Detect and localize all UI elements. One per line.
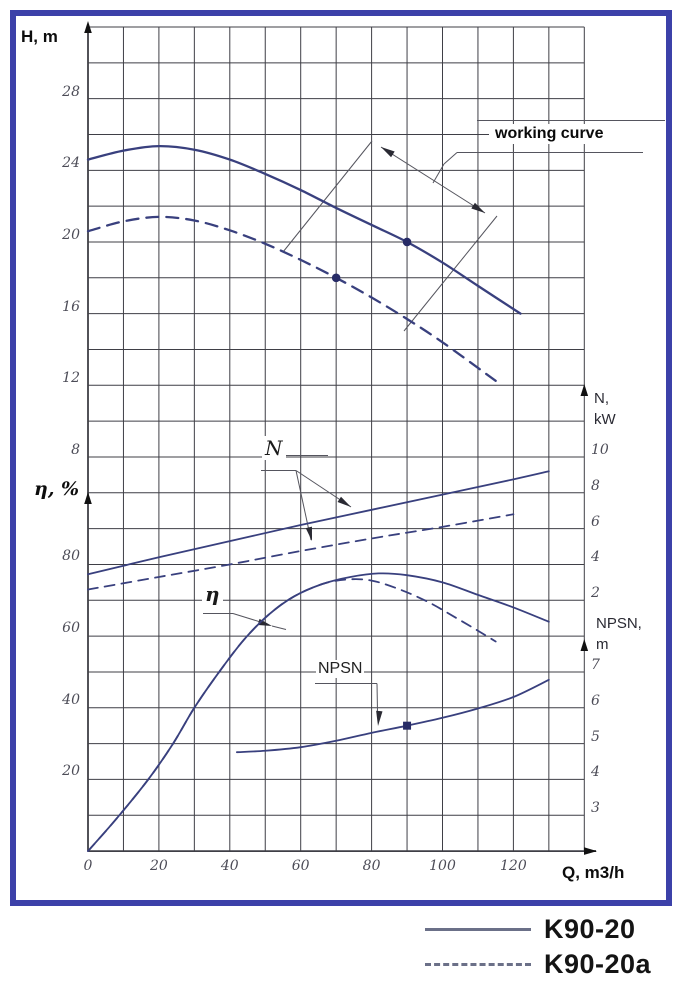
npsh-tick-4: 4 [591,764,600,781]
h-tick-16: 16 [62,298,80,315]
h-tick-24: 24 [62,155,80,172]
h-tick-12: 12 [62,370,80,387]
eta-axis-title: η, % [34,478,80,500]
h-axis-title: H, m [21,27,58,46]
npsh-tick-5: 5 [591,728,600,745]
working-curve-leader [432,163,445,184]
n-axis-title-line1: N, [594,390,609,407]
eta-tick-40: 40 [62,691,80,708]
working-curve-annotation: working curve [489,124,610,144]
n-tick-8: 8 [591,477,600,494]
curve-npsn-solid [235,678,550,754]
q-tick-120: 120 [500,858,527,874]
npsh-arrowhead [376,710,383,726]
n-axis-title: N, kW [594,388,616,430]
eta-tick-80: 80 [62,548,80,565]
n-tick-4: 4 [591,549,600,566]
legend-label: K90-20 [544,914,636,944]
q-tick-60: 60 [291,858,310,874]
working-range-marker-right [403,215,498,332]
n-tick-10: 10 [591,441,609,458]
duty-point-marker [331,273,341,283]
q-axis-arrow [584,847,597,855]
curve-eta-dashed [87,578,497,852]
duty-point-marker [403,721,412,730]
h-tick-28: 28 [62,83,80,100]
npsh-leader [376,683,378,713]
chart-frame [10,10,672,906]
legend: K90-20 K90-20a [425,912,651,982]
npsh-curve-annotation: NPSN [316,660,365,678]
working-range-arrowhead-left [381,147,395,158]
working-range-arrow-shaft [380,146,486,214]
eta-leader-tail [271,625,287,630]
npsh-tick-7: 7 [591,656,600,673]
n-tick-2: 2 [591,585,600,602]
q-tick-20: 20 [149,858,168,874]
legend-line-dashed [425,963,531,966]
n-arrowhead-solid [337,496,351,507]
n-arrowhead-dashed [305,526,312,541]
legend-item-k90-20a: K90-20a [425,947,651,982]
n-curve-annotation: N [262,436,286,460]
npsh-tick-6: 6 [591,692,600,709]
npsh-axis-title-line1: NPSN, [596,615,642,632]
n-axis-arrow [580,384,589,396]
working-curve-leader [443,152,458,165]
curve-h-dashed [86,215,497,382]
curve-h-solid [86,144,522,315]
curve-eta-solid [87,572,550,852]
eta-tick-60: 60 [62,620,80,637]
legend-line-solid [425,928,531,931]
h-axis-arrow [84,21,92,33]
q-axis-title: Q, m3/h [562,863,625,882]
npsh-axis-title: NPSN, m [596,613,642,655]
curve-n-dashed [87,513,515,591]
npsh-tick-3: 3 [591,800,600,817]
npsh-axis-title-line2: m [596,636,609,653]
n-tick-6: 6 [591,513,600,530]
q-tick-80: 80 [362,858,381,874]
legend-label: K90-20a [544,949,652,979]
q-tick-40: 40 [220,858,239,874]
npsh-axis-arrow [580,639,589,651]
legend-item-k90-20: K90-20 [425,912,651,947]
eta-tick-20: 20 [62,763,80,780]
duty-point-marker [402,237,412,247]
eta-curve-annotation: η [202,582,223,606]
eta-axis-arrow [84,492,92,504]
curve-n-solid [87,470,550,576]
n-axis-title-line2: kW [594,411,616,428]
q-tick-0: 0 [83,858,93,874]
h-tick-8: 8 [71,441,80,458]
working-range-marker-left [282,140,373,253]
working-range-arrowhead-right [471,202,485,213]
h-tick-20: 20 [62,226,80,243]
q-tick-100: 100 [429,858,456,874]
